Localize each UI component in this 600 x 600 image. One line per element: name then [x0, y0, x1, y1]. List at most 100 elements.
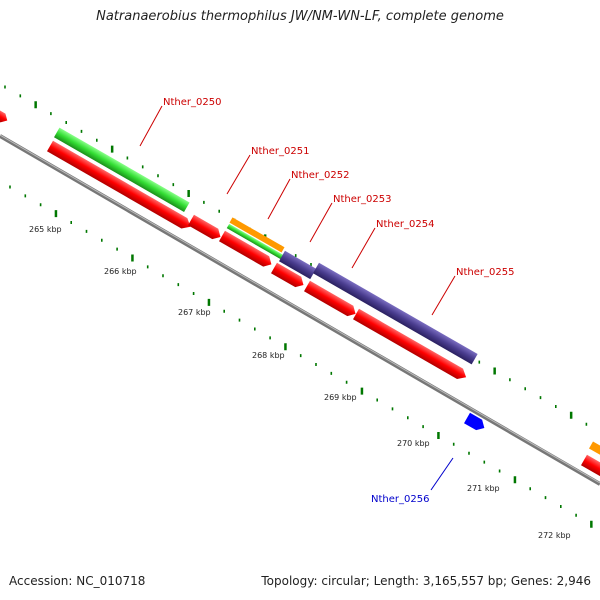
- outer-tick: [95, 138, 98, 142]
- outer-tick: [110, 145, 114, 153]
- inner-tick: [544, 496, 547, 500]
- gene-edge-left-red[interactable]: [0, 109, 10, 125]
- inner-tick: [116, 247, 118, 251]
- inner-tick: [9, 185, 11, 189]
- gene-label-nther-0252: Nther_0252: [291, 170, 349, 181]
- outer-tick: [172, 183, 175, 187]
- outer-tick: [19, 94, 22, 98]
- gene-nther-0252-green-bar[interactable]: [226, 223, 287, 262]
- inner-tick: [284, 343, 287, 351]
- inner-tick: [590, 520, 593, 528]
- inner-tick: [70, 220, 73, 225]
- outer-tick: [493, 367, 496, 375]
- inner-tick: [513, 476, 517, 484]
- outer-tick: [34, 101, 37, 109]
- outer-tick: [187, 189, 190, 198]
- outer-tick: [569, 411, 573, 419]
- kbp-label-266: 266 kbp: [104, 267, 137, 276]
- inner-tick: [391, 407, 394, 411]
- gene-nther-0250-bar[interactable]: [54, 127, 190, 212]
- gene-nther-0253-red-arrow[interactable]: [271, 262, 306, 290]
- label-leader-lines: [139, 105, 456, 491]
- gene-edge-right-red[interactable]: [581, 454, 600, 483]
- inner-tick: [131, 254, 134, 262]
- outer-tick: [4, 85, 6, 89]
- inner-tick: [483, 460, 486, 464]
- inner-tick: [345, 380, 348, 384]
- outer-tick: [65, 120, 68, 125]
- gene-nther-0250-red-arrow[interactable]: [47, 140, 193, 232]
- inner-tick: [529, 487, 532, 491]
- inner-tick: [422, 425, 424, 429]
- gene-nther-0251-red-arrow[interactable]: [188, 214, 223, 242]
- gene-nther-0254-red-arrow[interactable]: [304, 280, 359, 319]
- inner-tick: [575, 513, 577, 517]
- gene-label-nther-0250: Nther_0250: [163, 97, 221, 108]
- inner-tick: [207, 298, 211, 306]
- inner-tick: [54, 210, 58, 218]
- inner-tick: [24, 194, 27, 198]
- kbp-label-269: 269 kbp: [324, 393, 357, 402]
- outer-tick: [294, 254, 297, 258]
- gene-label-nther-0255: Nther_0255: [456, 267, 514, 278]
- inner-tick: [253, 327, 256, 331]
- inner-tick: [437, 431, 440, 440]
- outer-tick: [126, 156, 129, 160]
- outer-tick: [585, 422, 588, 426]
- outer-tick: [218, 209, 221, 213]
- gene-nther-0252-orange-bar[interactable]: [229, 217, 285, 253]
- inner-tick: [559, 504, 562, 509]
- tick-track-outer: [4, 85, 588, 426]
- inner-tick: [177, 283, 180, 287]
- inner-tick: [39, 203, 42, 207]
- genome-backbone: [0, 134, 600, 486]
- topology-summary-text: Topology: circular; Length: 3,165,557 bp…: [261, 574, 591, 588]
- gene-nther-0255-bar[interactable]: [313, 262, 478, 365]
- kbp-label-270: 270 kbp: [397, 439, 430, 448]
- accession-text: Accession: NC_010718: [9, 574, 146, 588]
- inner-tick: [498, 469, 501, 473]
- inner-tick: [100, 238, 103, 242]
- outer-tick: [539, 396, 542, 400]
- outer-tick: [554, 404, 557, 409]
- inner-tick: [299, 354, 302, 358]
- outer-tick: [310, 262, 312, 267]
- outer-tick: [80, 129, 83, 133]
- map-title: Natranaerobius thermophilus JW/NM-WN-LF,…: [96, 9, 504, 24]
- inner-tick: [223, 309, 226, 313]
- tick-track-inner: [9, 185, 593, 528]
- inner-tick: [452, 442, 455, 446]
- inner-tick: [315, 362, 317, 367]
- inner-tick: [146, 265, 149, 269]
- inner-tick: [238, 318, 241, 322]
- outer-tick: [50, 112, 52, 116]
- kbp-label-265: 265 kbp: [29, 225, 62, 234]
- gene-nther-0252-red-arrow[interactable]: [219, 230, 274, 270]
- inner-tick: [269, 336, 271, 340]
- outer-tick: [524, 387, 527, 391]
- gene-nther-0256-blue-arrow[interactable]: [464, 412, 487, 433]
- kbp-label-271: 271 kbp: [467, 484, 500, 493]
- kbp-label-268: 268 kbp: [252, 351, 285, 360]
- outer-tick: [203, 200, 205, 204]
- outer-tick: [509, 378, 511, 382]
- gene-label-nther-0256: Nther_0256: [371, 494, 429, 505]
- gene-edge-orange-bar[interactable]: [589, 441, 600, 459]
- gene-nther-0255-red-arrow[interactable]: [353, 308, 469, 383]
- kbp-label-272: 272 kbp: [538, 531, 571, 540]
- gene-label-nther-0254: Nther_0254: [376, 219, 434, 230]
- outer-tick: [478, 360, 481, 364]
- inner-tick: [330, 371, 333, 375]
- inner-tick: [406, 416, 409, 420]
- gene-label-nther-0253: Nther_0253: [333, 194, 391, 205]
- inner-tick: [376, 398, 379, 402]
- inner-tick: [162, 274, 164, 278]
- inner-tick: [360, 387, 364, 395]
- outer-tick: [157, 174, 159, 178]
- gene-nther-0253-bar[interactable]: [279, 250, 317, 280]
- kbp-label-267: 267 kbp: [178, 308, 211, 317]
- inner-tick: [85, 229, 88, 233]
- gene-label-nther-0251: Nther_0251: [251, 146, 309, 157]
- inner-tick: [468, 451, 470, 455]
